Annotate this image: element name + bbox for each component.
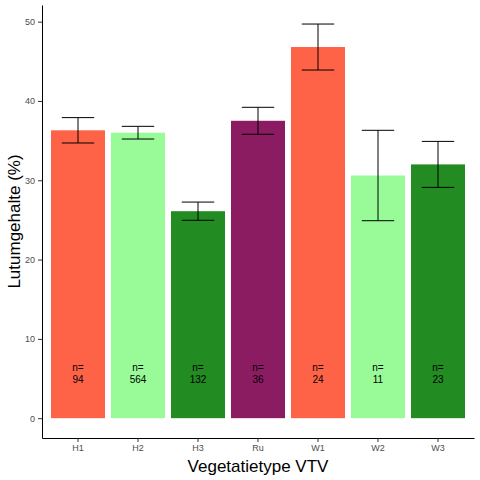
error-bar-line <box>422 141 454 142</box>
annotation-count: 564 <box>130 374 147 385</box>
error-bar-line <box>422 187 454 188</box>
error-bar <box>422 141 454 187</box>
x-tick-label: W2 <box>371 443 385 453</box>
error-bar-line <box>242 107 274 108</box>
x-tick-mark <box>138 438 139 442</box>
y-tick-mark <box>38 180 42 181</box>
x-axis: H1 H2 H3 Ru W1 W2 W3 <box>43 438 475 453</box>
y-tick-label: 10 <box>25 334 35 344</box>
y-tick: 0 <box>30 414 42 424</box>
error-bar <box>182 202 214 220</box>
y-tick-label: 20 <box>25 255 35 265</box>
y-tick: 10 <box>25 334 42 344</box>
error-bar-line <box>258 107 259 134</box>
x-tick-mark <box>198 438 199 442</box>
bar <box>51 130 105 418</box>
y-tick-mark <box>38 260 42 261</box>
x-tick: H3 <box>192 438 204 453</box>
error-bar-line <box>438 141 439 187</box>
annotation-count: 11 <box>373 374 384 385</box>
annotation-count: 132 <box>190 374 207 385</box>
chart: n=94n=564n=132n=36n=24n=11n=23H1H2H3RuW1… <box>0 0 480 480</box>
y-tick-label: 30 <box>25 176 35 186</box>
x-tick: W2 <box>371 438 385 453</box>
y-tick: 20 <box>25 255 42 265</box>
y-axis-title: Lutumgehalte (%) <box>5 154 24 288</box>
annotation-count: 24 <box>312 374 324 385</box>
x-axis-title: Vegetatietype VTV <box>188 457 329 476</box>
bar <box>111 133 165 418</box>
y-tick: 40 <box>25 96 42 106</box>
x-tick: W1 <box>311 438 325 453</box>
error-bar-line <box>318 24 319 70</box>
x-tick: W3 <box>431 438 445 453</box>
bar <box>411 164 465 418</box>
error-bar <box>362 130 394 220</box>
error-bar-line <box>78 118 79 143</box>
annotation-count: 94 <box>72 374 84 385</box>
error-bar-line <box>302 24 334 25</box>
bar <box>231 121 285 418</box>
y-tick: 50 <box>25 17 42 27</box>
annotation-count: 23 <box>432 374 444 385</box>
y-tick-label: 0 <box>30 414 35 424</box>
error-bar-line <box>378 130 379 220</box>
y-axis: 0 10 20 30 40 50 <box>25 6 43 439</box>
x-tick-mark <box>78 438 79 442</box>
annotation-label: n= <box>432 362 444 373</box>
error-bar <box>62 118 94 143</box>
error-bar-line <box>62 117 94 118</box>
annotation-label: n= <box>132 362 144 373</box>
marks <box>51 24 465 418</box>
y-tick-mark <box>38 22 42 23</box>
x-tick-mark <box>258 438 259 442</box>
x-tick-label: H2 <box>132 443 144 453</box>
y-tick-mark <box>38 339 42 340</box>
annotation-label: n= <box>252 362 264 373</box>
error-bar <box>122 126 154 139</box>
error-bar-line <box>122 139 154 140</box>
error-bar <box>302 24 334 70</box>
x-tick: Ru <box>252 438 264 453</box>
error-bar-line <box>302 70 334 71</box>
error-bar <box>242 107 274 134</box>
error-bar-line <box>362 130 394 131</box>
y-tick: 30 <box>25 176 42 186</box>
error-bar-line <box>182 202 214 203</box>
x-tick-mark <box>438 438 439 442</box>
y-tick-mark <box>38 101 42 102</box>
plot-area: n=94n=564n=132n=36n=24n=11n=23H1H2H3RuW1… <box>25 6 475 454</box>
x-tick-mark <box>318 438 319 442</box>
x-tick-label: W1 <box>311 443 325 453</box>
x-tick: H1 <box>72 438 84 453</box>
y-tick-label: 40 <box>25 96 35 106</box>
annotation-label: n= <box>372 362 384 373</box>
x-tick-label: H3 <box>192 443 204 453</box>
bar <box>171 211 225 418</box>
error-bar-line <box>138 126 139 139</box>
annotation-count: 36 <box>252 374 264 385</box>
annotation-label: n= <box>312 362 324 373</box>
annotation-label: n= <box>72 362 84 373</box>
error-bar-line <box>242 134 274 135</box>
error-bar-line <box>362 220 394 221</box>
error-bar-line <box>182 220 214 221</box>
x-tick-mark <box>378 438 379 442</box>
y-tick-label: 50 <box>25 17 35 27</box>
annotation-label: n= <box>192 362 204 373</box>
bar <box>291 47 345 418</box>
x-tick-label: Ru <box>252 443 264 453</box>
x-tick-label: H1 <box>72 443 84 453</box>
x-tick: H2 <box>132 438 144 453</box>
error-bar-line <box>122 126 154 127</box>
y-tick-mark <box>38 418 42 419</box>
error-bar-line <box>198 202 199 220</box>
y-axis-line <box>42 6 43 439</box>
annotations: n=94n=564n=132n=36n=24n=11n=23 <box>72 362 444 385</box>
error-bar-line <box>62 142 94 143</box>
x-tick-label: W3 <box>431 443 445 453</box>
